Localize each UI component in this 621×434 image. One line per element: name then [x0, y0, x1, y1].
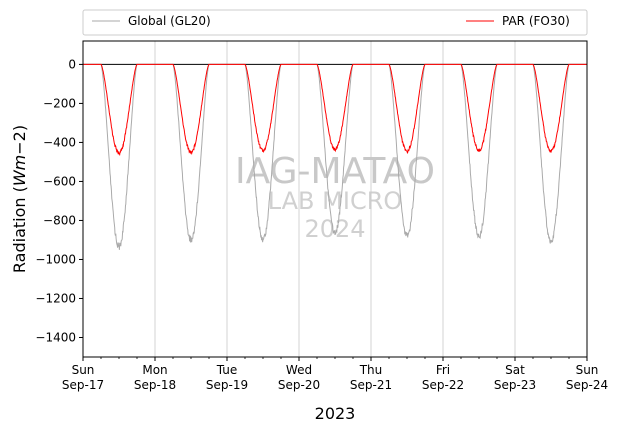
y-axis: 0 −200 −400 −600 −800 −1000 −1200 −1400 [35, 57, 83, 344]
watermark-line3: 2024 [304, 215, 365, 243]
x-tick-label-day: Mon [142, 363, 167, 377]
y-axis-title-main: Radiation ( [10, 186, 29, 273]
legend-label-par: PAR (FO30) [502, 14, 570, 28]
series-lines [83, 63, 587, 250]
x-tick-label-day: Sun [576, 363, 599, 377]
y-axis-title-italic: Wm [10, 155, 29, 186]
x-tick-label-day: Wed [286, 363, 312, 377]
y-tick-label: −1000 [35, 252, 76, 266]
watermark: IAG-MATAO LAB MICRO 2024 [235, 151, 435, 243]
y-tick-label: −400 [43, 135, 76, 149]
y-tick-label: −1200 [35, 291, 76, 305]
series-line-1 [83, 63, 587, 157]
x-tick-label-date: Sep-21 [350, 378, 392, 392]
x-tick-label-day: Sat [505, 363, 525, 377]
x-tick-label-date: Sep-23 [494, 378, 536, 392]
x-tick-label-date: Sep-19 [206, 378, 248, 392]
x-tick-label-date: Sep-17 [62, 378, 104, 392]
plot-area [83, 41, 587, 357]
y-axis-title: Radiation (Wm−2) [10, 125, 29, 273]
watermark-line2: LAB MICRO [268, 187, 403, 215]
x-tick-label-day: Fri [436, 363, 450, 377]
x-tick-label-day: Sun [72, 363, 95, 377]
y-tick-label: −800 [43, 213, 76, 227]
x-tick-label-date: Sep-18 [134, 378, 176, 392]
legend-label-global: Global (GL20) [128, 14, 211, 28]
legend-frame [82, 9, 588, 36]
x-tick-label-date: Sep-24 [566, 378, 608, 392]
x-axis-title: 2023 [315, 404, 356, 423]
x-tick-label-day: Tue [216, 363, 238, 377]
y-axis-title-rest: −2) [10, 125, 29, 155]
y-tick-label: 0 [68, 57, 76, 71]
legend: Global (GL20) PAR (FO30) [82, 9, 588, 36]
x-tick-label-day: Thu [359, 363, 383, 377]
x-tick-label-date: Sep-20 [278, 378, 320, 392]
y-tick-label: −1400 [35, 330, 76, 344]
x-axis: SunSep-17MonSep-18TueSep-19WedSep-20ThuS… [62, 357, 608, 392]
x-tick-label-date: Sep-22 [422, 378, 464, 392]
y-tick-label: −600 [43, 174, 76, 188]
y-tick-label: −200 [43, 96, 76, 110]
watermark-title: IAG-MATAO [235, 151, 435, 192]
